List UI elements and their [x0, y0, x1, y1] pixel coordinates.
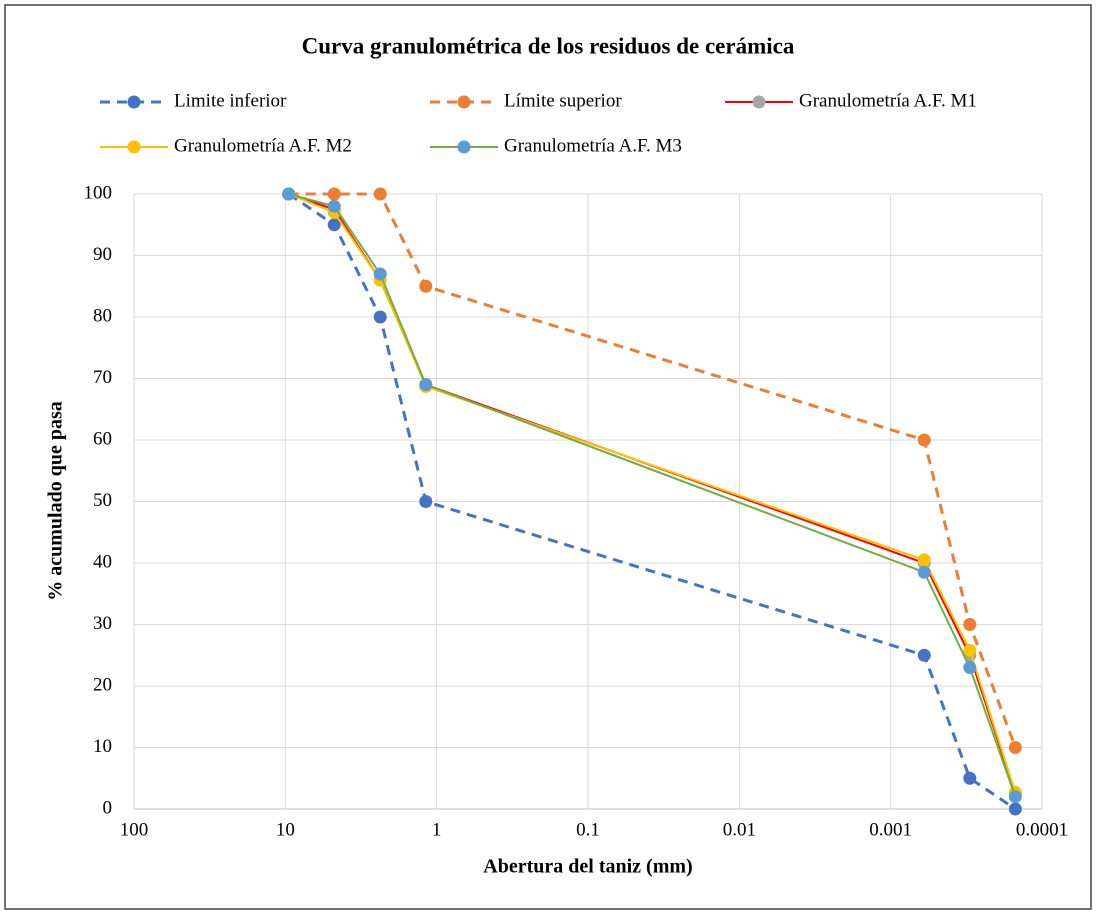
y-axis-title: % acumulado que pasa — [45, 401, 67, 601]
y-tick-label: 70 — [93, 367, 112, 388]
legend-marker — [127, 95, 141, 109]
data-point — [963, 661, 977, 675]
frame — [4, 4, 1092, 910]
data-point — [963, 618, 977, 631]
legend-marker — [752, 95, 766, 109]
data-point — [373, 267, 387, 281]
data-point — [373, 187, 387, 201]
x-tick-label: 0.001 — [869, 819, 912, 840]
x-tick-label: 10 — [276, 819, 295, 840]
data-point — [1008, 802, 1022, 816]
data-point — [917, 553, 931, 567]
data-point — [419, 495, 433, 508]
legend-label: Granulometría A.F. M1 — [799, 90, 977, 111]
y-tick-label: 50 — [93, 490, 112, 511]
data-point — [917, 648, 931, 662]
legend-marker — [127, 140, 141, 154]
data-point — [1008, 790, 1022, 804]
y-tick-label: 40 — [93, 551, 112, 572]
data-point — [282, 187, 296, 201]
x-tick-label: 0.0001 — [1016, 819, 1068, 840]
data-point — [419, 279, 433, 293]
data-point — [963, 771, 977, 785]
legend-label: Granulometría A.F. M2 — [174, 135, 352, 156]
x-tick-label: 0.01 — [723, 819, 756, 840]
data-point — [327, 218, 341, 232]
legend-label: Límite superior — [504, 90, 622, 111]
y-tick-label: 90 — [93, 244, 112, 265]
data-point — [327, 199, 341, 213]
data-point — [327, 187, 341, 201]
x-tick-label: 0.1 — [576, 819, 600, 840]
x-axis-title: Abertura del taniz (mm) — [483, 856, 692, 878]
x-tick-label: 1 — [432, 819, 442, 840]
data-point — [373, 310, 387, 324]
data-point — [917, 565, 931, 579]
y-tick-label: 10 — [93, 736, 112, 757]
data-point — [419, 378, 433, 392]
legend-label: Limite inferior — [174, 90, 287, 111]
legend-marker — [457, 95, 471, 109]
y-tick-label: 100 — [84, 182, 113, 203]
legend-label: Granulometría A.F. M3 — [504, 135, 682, 156]
data-point — [917, 433, 931, 447]
y-tick-label: 30 — [93, 613, 112, 634]
y-tick-label: 20 — [93, 674, 112, 695]
y-tick-label: 80 — [93, 305, 112, 326]
data-point — [963, 643, 977, 657]
y-tick-label: 0 — [103, 797, 113, 818]
data-point — [1008, 741, 1022, 754]
chart-title: Curva granulométrica de los residuos de … — [302, 33, 795, 58]
legend-marker — [457, 140, 471, 154]
y-tick-label: 60 — [93, 428, 112, 449]
x-tick-label: 100 — [120, 819, 149, 840]
